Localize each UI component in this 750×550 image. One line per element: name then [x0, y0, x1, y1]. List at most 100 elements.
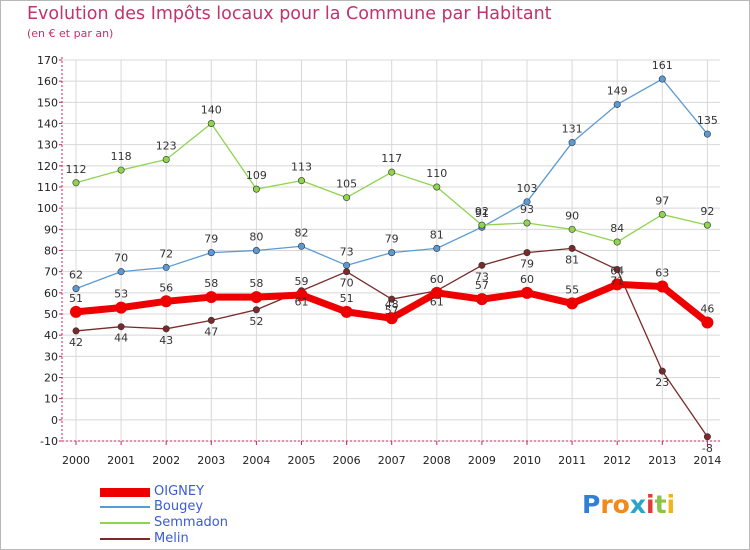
data-point-oigney: [115, 301, 128, 314]
data-label-semmadon: 110: [426, 167, 447, 180]
y-tick-label: 0: [51, 414, 58, 427]
data-label-semmadon: 90: [565, 209, 579, 222]
data-label-oigney: 58: [249, 277, 263, 290]
x-tick-label: 2012: [603, 454, 631, 467]
data-point-bougey: [613, 100, 621, 108]
data-label-bougey: 80: [249, 231, 263, 244]
data-point-bougey: [72, 285, 80, 293]
data-point-melin: [117, 323, 125, 331]
data-label-oigney: 60: [430, 273, 444, 286]
x-tick-label: 2009: [468, 454, 496, 467]
data-label-melin: 47: [204, 325, 218, 338]
x-tick-label: 2004: [242, 454, 270, 467]
data-point-bougey: [117, 268, 125, 276]
logo-letter: P: [582, 490, 601, 519]
data-point-melin: [658, 367, 666, 375]
data-labels: 51 53 56 58 58 59 51 48 60 57 60 55 64 63 46 62 70 72 79 80…: [66, 59, 718, 455]
data-label-oigney: 55: [565, 283, 579, 296]
x-tick-label: 2008: [423, 454, 451, 467]
y-tick-label: 20: [44, 372, 58, 385]
data-point-oigney: [611, 278, 624, 291]
data-label-oigney: 53: [114, 288, 128, 301]
data-point-bougey: [207, 249, 215, 257]
y-tick-label: 140: [37, 118, 58, 131]
data-label-melin: -8: [702, 442, 713, 455]
data-point-melin: [207, 316, 215, 324]
y-tick-label: 80: [44, 245, 58, 258]
data-point-melin: [523, 249, 531, 257]
x-tick-label: 2013: [648, 454, 676, 467]
data-point-oigney: [385, 312, 398, 325]
data-label-bougey: 81: [430, 228, 444, 241]
y-tick-label: 120: [37, 160, 58, 173]
data-label-semmadon: 123: [156, 139, 177, 152]
legend-swatch-melin: [100, 538, 150, 540]
data-point-melin: [703, 433, 711, 441]
data-label-bougey: 103: [517, 182, 538, 195]
data-point-melin: [388, 295, 396, 303]
legend-swatch-semmadon: [100, 522, 150, 524]
x-tick-label: 2005: [288, 454, 316, 467]
data-point-semmadon: [117, 166, 125, 174]
data-label-oigney: 60: [520, 273, 534, 286]
data-label-bougey: 135: [697, 114, 718, 127]
data-point-bougey: [162, 263, 170, 271]
x-tick-label: 2002: [152, 454, 180, 467]
data-point-bougey: [297, 242, 305, 250]
legend-swatch-oigney: [100, 487, 150, 497]
data-point-melin: [72, 327, 80, 335]
data-label-bougey: 72: [159, 247, 173, 260]
data-label-melin: 43: [159, 334, 173, 347]
data-label-melin: 57: [385, 304, 399, 317]
logo-letter: i: [646, 490, 655, 519]
x-tick-label: 2001: [107, 454, 135, 467]
data-point-melin: [568, 244, 576, 252]
logo-letter: t: [654, 490, 667, 519]
data-point-melin: [343, 268, 351, 276]
legend-label-bougey: Bougey: [154, 499, 204, 514]
data-point-oigney: [701, 316, 714, 329]
data-label-semmadon: 105: [336, 178, 357, 191]
data-label-bougey: 79: [385, 233, 399, 246]
data-label-melin: 61: [430, 296, 444, 309]
data-label-oigney: 46: [700, 302, 714, 315]
x-tick-label: 2000: [62, 454, 90, 467]
x-tick-label: 2003: [197, 454, 225, 467]
data-label-melin: 61: [295, 296, 309, 309]
y-tick-label: 70: [44, 266, 58, 279]
legend-label-oigney: OIGNEY: [154, 484, 205, 499]
data-label-oigney: 48: [385, 298, 399, 311]
data-label-melin: 42: [69, 336, 83, 349]
data-label-melin: 73: [475, 270, 489, 283]
grid-lines: [62, 59, 720, 442]
data-label-bougey: 161: [652, 59, 673, 72]
data-label-semmadon: 117: [381, 152, 402, 165]
data-label-melin: 79: [520, 258, 534, 271]
data-label-semmadon: 118: [111, 150, 132, 163]
data-label-oigney: 51: [340, 292, 354, 305]
data-point-oigney: [475, 293, 488, 306]
data-point-oigney: [566, 297, 579, 310]
chart-subtitle: (en € et par an): [27, 27, 114, 40]
data-label-bougey: 70: [114, 252, 128, 265]
data-point-semmadon: [343, 194, 351, 202]
data-point-semmadon: [568, 225, 576, 233]
x-tick-label: 2011: [558, 454, 586, 467]
data-point-melin: [252, 306, 260, 314]
data-label-oigney: 51: [69, 292, 83, 305]
data-point-oigney: [656, 280, 669, 293]
data-label-semmadon: 113: [291, 161, 312, 174]
data-label-oigney: 63: [655, 266, 669, 279]
data-label-oigney: 64: [610, 264, 624, 277]
data-point-semmadon: [207, 120, 215, 128]
data-label-melin: 71: [610, 275, 624, 288]
legend-swatch-bougey: [100, 506, 150, 508]
data-point-semmadon: [478, 221, 486, 229]
data-point-melin: [162, 325, 170, 333]
data-point-oigney: [205, 291, 218, 304]
data-point-oigney: [160, 295, 173, 308]
y-tick-label: 90: [44, 223, 58, 236]
data-point-semmadon: [703, 221, 711, 229]
data-label-bougey: 73: [340, 245, 354, 258]
